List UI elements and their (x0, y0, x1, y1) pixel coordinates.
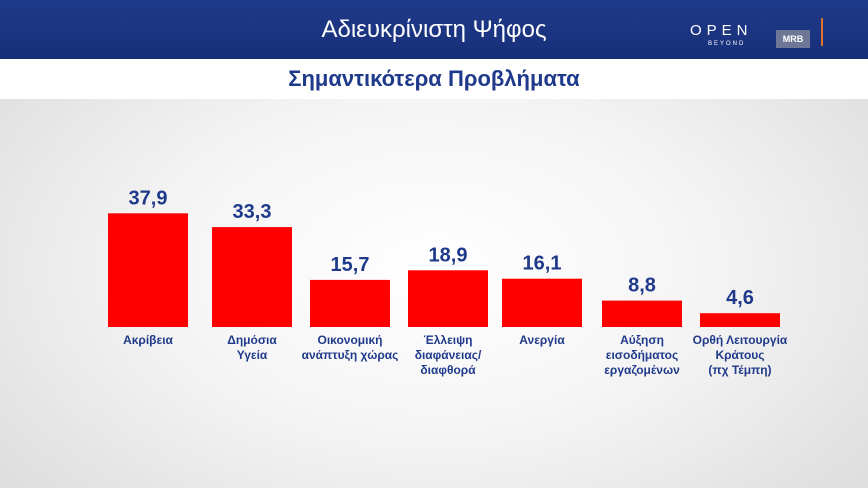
bar-value-label-4: 18,9 (429, 244, 468, 266)
category-label-7-line-2: Κράτους (715, 348, 764, 362)
bar-3 (310, 279, 390, 327)
category-label-7-line-1: Ορθή Λειτουργία (693, 333, 788, 347)
bar-1 (108, 213, 188, 327)
bar-7 (700, 313, 780, 327)
category-label-4-line-3: διαφθορά (420, 363, 476, 377)
logo-divider (821, 18, 823, 46)
category-label-6-line-2: εισοδήματος (606, 348, 679, 362)
category-label-4-line-2: διαφάνειας/ (415, 348, 482, 362)
page-title: Αδιευκρίνιστη Ψήφος (321, 16, 547, 43)
bar-value-label-1: 37,9 (129, 187, 168, 209)
bar-value-label-2: 33,3 (233, 201, 272, 223)
bar-6 (602, 300, 682, 327)
bar-5 (502, 278, 582, 327)
category-label-5-line-1: Ανεργία (519, 333, 565, 347)
category-label-1-line-1: Ακρίβεια (123, 333, 173, 347)
bar-value-label-6: 8,8 (628, 275, 656, 297)
category-label-3-line-2: ανάπτυξη χώρας (302, 348, 399, 362)
category-label-4-line-1: Έλλειψη (424, 333, 473, 347)
category-label-6-line-3: εργαζομένων (604, 363, 680, 377)
bar-value-label-3: 15,7 (331, 254, 370, 276)
open-logo-tagline: BEYOND (708, 41, 746, 47)
mrb-logo: MRB (776, 30, 810, 48)
bar-value-label-7: 4,6 (726, 287, 754, 309)
category-label-7-line-3: (πχ Τέμπη) (708, 363, 771, 377)
category-label-6-line-1: Αύξηση (620, 333, 664, 347)
category-label-3-line-1: Οικονομική (318, 333, 383, 347)
category-label-2-line-2: Υγεία (237, 348, 268, 362)
subtitle-bar (0, 59, 868, 99)
bar-4 (408, 270, 488, 327)
bar-2 (212, 227, 292, 327)
chart-title: Σημαντικότερα Προβλήματα (288, 66, 580, 91)
category-label-2-line-1: Δημόσια (227, 333, 277, 347)
header-bar (0, 0, 868, 59)
bar-value-label-5: 16,1 (523, 253, 562, 275)
open-logo: OPEN (690, 22, 753, 39)
